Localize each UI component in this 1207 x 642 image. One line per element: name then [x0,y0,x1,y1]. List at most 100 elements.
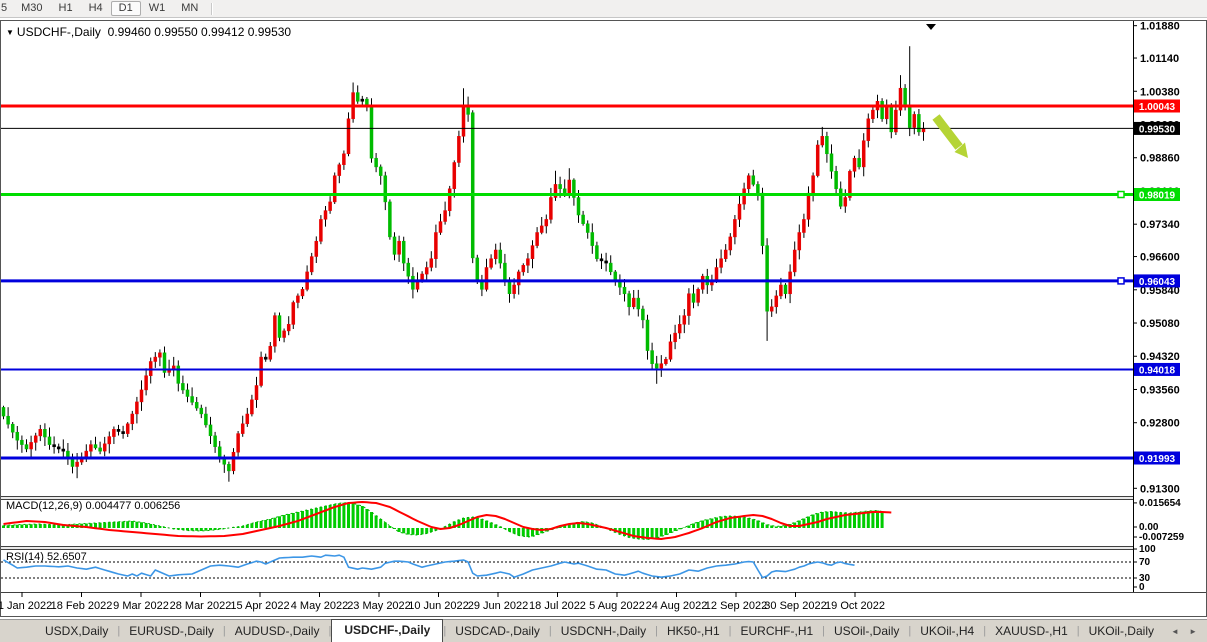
level-price-label: 0.96043 [1139,277,1176,288]
tab-ukoil-h4[interactable]: UKOil-,H4 [920,624,975,638]
tab-separator: | [222,625,226,637]
price-tick-label: 1.00380 [1140,86,1180,98]
level-price-label-bg [1134,451,1180,465]
tab-separator: | [983,625,987,637]
main-chart-pane[interactable] [1,22,1133,496]
symbol-tabbar: USDX,Daily | EURUSD-,Daily | AUDUSD-,Daily | U… [0,619,1207,642]
tab-usdchf-daily[interactable]: USDCHF-,Daily [331,619,444,642]
time-tick-label: 4 May 2022 [291,600,348,612]
level-price-label: 0.94018 [1139,365,1176,376]
tab-eurchf-h1[interactable]: EURCHF-,H1 [740,624,814,638]
price-tick-label: 0.91300 [1140,483,1180,495]
timeframe-button-5[interactable]: 5 [1,2,8,14]
tab-usoil-daily[interactable]: USOil-,Daily [834,624,900,638]
price-tick-label: 0.92800 [1140,418,1180,430]
price-tick-label: 0.95080 [1140,318,1180,330]
tab-separator: | [117,625,121,637]
tab-separator: | [328,625,332,637]
toolbar-separator [211,2,214,15]
price-tick-label: 1.01140 [1140,53,1179,65]
tab-separator: | [728,625,732,637]
rsi-line [3,554,855,579]
macd-series [2,501,892,541]
time-tick-label: 19 Oct 2022 [825,600,885,612]
timeframe-toolbar: 5 M30 H1 H4 D1 W1 MN [0,0,1207,18]
time-tick-label: 24 Aug 2022 [646,600,708,612]
time-tick-label: 5 Aug 2022 [589,600,645,612]
level-price-label-bg [1134,274,1180,288]
chart-symbol-label: USDCHF-,Daily [16,25,101,39]
price-axis-scale[interactable] [1134,22,1206,590]
chart-chrome [0,20,1207,617]
tab-xauusd-h1[interactable]: XAUUSD-,H1 [995,624,1068,638]
hline-handle-0.98019[interactable] [1117,190,1125,199]
tab-audusd-daily[interactable]: AUDUSD-,Daily [234,624,320,638]
tab-eurusd-daily[interactable]: EURUSD-,Daily [129,624,214,638]
price-tick-label: 0.95840 [1140,285,1180,297]
timeframe-button-w1[interactable]: W1 [148,2,166,14]
time-tick-label: 12 Sep 2022 [705,600,767,612]
rsi-indicator-label: RSI(14) 52.6507 [6,551,87,563]
tab-hk50-h1[interactable]: HK50-,H1 [666,624,720,638]
time-axis-scale[interactable] [1,594,1133,614]
tab-separator: | [822,625,826,637]
level-price-label-bg [1134,188,1180,202]
time-tick-label: 23 May 2022 [347,600,411,612]
time-tick-label: 15 Apr 2022 [230,600,289,612]
timeframe-button-mn[interactable]: MN [181,2,199,14]
rsi-series [1,554,1133,579]
price-tick-label: 1.01880 [1140,21,1180,33]
rsi-axis-label: 70 [1139,557,1151,568]
level-price-label: 1.00043 [1139,102,1176,113]
sell-arrow-shaft[interactable] [932,114,963,150]
time-tick-label: 31 Jan 2022 [0,600,52,612]
tab-separator: | [548,625,552,637]
time-tick-label: 18 Feb 2022 [51,600,113,612]
macd-axis-label: 0.015654 [1139,498,1181,509]
rsi-axis-label: 100 [1139,544,1156,555]
tab-separator: | [908,625,912,637]
macd-name: MACD(12,26,9) [6,500,83,512]
tab-usdcad-daily[interactable]: USDCAD-,Daily [455,624,540,638]
rsi-axis-label: 0 [1139,582,1145,593]
tab-usdx-daily[interactable]: USDX,Daily [45,624,109,638]
chart-title: ▼ USDCHF-,Daily 0.99460 0.99550 0.99412 0… [6,25,291,39]
macd-values: 0.004477 0.006256 [85,500,181,512]
level-price-label: 0.99530 [1139,124,1176,135]
tab-ukoil-daily[interactable]: UKOil-,Daily [1088,624,1154,638]
time-tick-label: 28 Mar 2022 [170,600,232,612]
last-bar-marker-icon [926,24,936,30]
price-tick-label: 0.97340 [1140,219,1180,231]
timeframe-button-h1[interactable]: H1 [58,2,73,14]
price-tick-label: 0.98860 [1140,153,1180,165]
price-tick-label: 0.93560 [1140,384,1180,396]
rsi-value: 52.6507 [46,551,87,563]
level-price-label-bg [1134,362,1180,376]
tab-scroll-arrows[interactable]: ◄ ► [1170,627,1202,636]
symbol-dropdown-icon[interactable]: ▼ [6,28,14,37]
macd-signal-line [3,501,892,540]
macd-axis-label: -0.007259 [1139,532,1184,543]
macd-indicator-label: MACD(12,26,9) 0.004477 0.006256 [6,500,180,512]
rsi-pane[interactable] [1,550,1133,591]
chart-ohlc-values: 0.99460 0.99550 0.99412 0.99530 [107,25,292,39]
tab-usdcnh-daily[interactable]: USDCNH-,Daily [560,624,647,638]
timeframe-button-h4[interactable]: H4 [88,2,103,14]
timeframe-button-d1[interactable]: D1 [110,1,141,16]
hline-handle-0.96043[interactable] [1117,277,1125,285]
price-tick-label: 0.94320 [1140,351,1180,363]
rsi-name: RSI(14) [6,551,44,563]
annotations [926,24,968,158]
axes: 1.018801.011401.003800.996200.988600.981… [0,21,1184,612]
timeframe-button-m30[interactable]: M30 [21,2,43,14]
sell-arrow-head[interactable] [954,142,969,159]
level-price-label: 0.91993 [1139,454,1176,465]
tab-separator: | [443,625,447,637]
time-tick-label: 10 Jun 2022 [408,600,469,612]
tab-separator: | [655,625,658,637]
time-tick-label: 18 Jul 2022 [529,600,586,612]
level-price-label-bg [1134,99,1180,113]
level-price-label-bg [1134,121,1180,135]
rsi-axis-label: 30 [1139,573,1151,584]
